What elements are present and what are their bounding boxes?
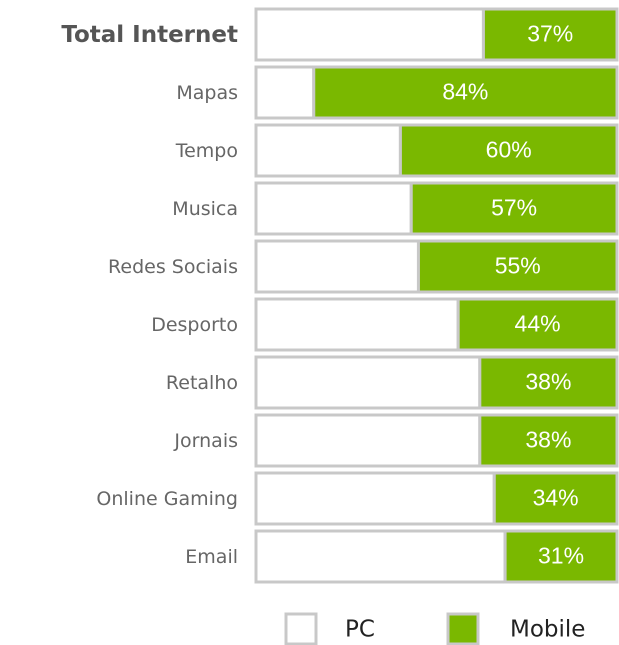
bar-segment [492,471,619,526]
legend-swatch [446,612,480,645]
value-label: 38% [525,369,571,395]
category-label: Email [185,546,238,568]
bar-segment [254,123,402,178]
value-label: 37% [527,21,573,47]
category-label: Redes Sociais [108,256,238,278]
category-label: Total Internet [61,22,238,48]
bar-segment [254,471,496,526]
bar-segment [254,181,413,236]
category-label: Tempo [175,140,238,162]
value-label: 31% [538,543,584,569]
bar-segment [481,7,619,62]
value-label: 34% [533,485,579,511]
category-label: Desporto [151,314,238,336]
bar-segment [312,65,619,120]
value-label: 44% [515,311,561,337]
legend-label: PC [345,617,375,643]
bar-segment [254,297,460,352]
legend-label: Mobile [510,617,585,643]
value-label: 60% [486,137,532,163]
category-label: Jornais [173,430,238,452]
legend-swatch [284,612,318,645]
bar-segment [254,239,420,294]
category-label: Mapas [176,82,238,104]
value-label: 57% [491,195,537,221]
bar-segment [503,529,619,584]
bar-segment [254,7,485,62]
bar-segment [456,297,619,352]
bar-segment [478,355,619,410]
value-label: 55% [495,253,541,279]
bar-segment [254,355,482,410]
bar-segment [409,181,619,236]
bar-segment [398,123,619,178]
bar-segment [254,65,316,120]
category-label: Online Gaming [96,488,238,510]
bar-segment [416,239,619,294]
bar-segment [254,413,482,468]
category-label: Retalho [166,372,238,394]
category-label: Musica [172,198,238,220]
bar-segment [478,413,619,468]
value-label: 38% [525,427,571,453]
bar-segment [254,529,507,584]
value-label: 84% [442,79,488,105]
